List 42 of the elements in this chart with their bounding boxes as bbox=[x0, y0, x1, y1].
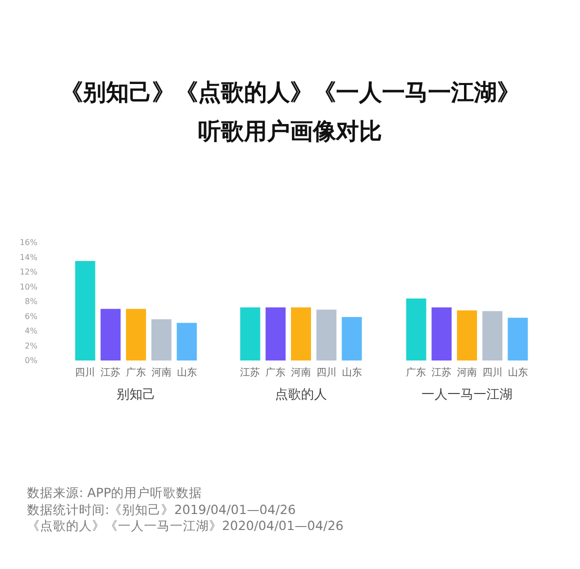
x-tick-label: 四川 bbox=[316, 366, 336, 378]
bar bbox=[100, 308, 121, 360]
x-tick-label: 山东 bbox=[342, 366, 362, 378]
y-tick-label: 2% bbox=[24, 341, 38, 350]
x-axis-title: 一人一马一江湖 bbox=[422, 388, 512, 402]
x-tick-label: 河南 bbox=[457, 366, 477, 378]
bar bbox=[432, 307, 452, 360]
bar bbox=[456, 310, 478, 360]
bar bbox=[508, 318, 528, 360]
y-tick-label: 10% bbox=[20, 282, 38, 292]
bar bbox=[406, 298, 426, 360]
x-tick-label: 广东 bbox=[406, 366, 426, 378]
x-tick-label: 河南 bbox=[151, 366, 172, 378]
x-tick-label: 四川 bbox=[75, 366, 96, 378]
y-tick-label: 4% bbox=[24, 326, 38, 336]
bar bbox=[126, 308, 146, 360]
x-tick-label: 山东 bbox=[176, 366, 197, 378]
x-axis-title: 别知己 bbox=[116, 388, 156, 402]
text: 《点歌的人》《一人一马一江湖》2020/04/01—04/26 bbox=[27, 518, 344, 533]
source-note: 数据来源: APP的用户听歌数据 bbox=[27, 485, 202, 500]
x-tick-label: 河南 bbox=[291, 366, 311, 378]
x-tick-label: 江苏 bbox=[100, 366, 121, 378]
x-tick-label: 四川 bbox=[482, 366, 502, 378]
x-tick-label: 江苏 bbox=[432, 366, 452, 378]
y-tick-label: 12% bbox=[20, 268, 38, 276]
y-tick-label: 0% bbox=[24, 356, 38, 365]
x-tick-label: 广东 bbox=[126, 366, 146, 378]
x-axis-title: 点歌的人 bbox=[275, 388, 327, 402]
bar bbox=[151, 319, 172, 360]
bar bbox=[75, 260, 96, 360]
y-tick-label: 8% bbox=[24, 297, 38, 306]
x-tick-label: 广东 bbox=[266, 366, 286, 378]
y-tick-label: 14% bbox=[20, 252, 38, 262]
bar bbox=[176, 322, 197, 360]
x-tick-label: 山东 bbox=[508, 366, 528, 378]
chart-subtitle: 听歌用户画像对比 bbox=[198, 119, 382, 145]
x-tick-label: 江苏 bbox=[240, 366, 260, 378]
bar bbox=[482, 311, 502, 360]
y-tick-label: 16% bbox=[20, 238, 38, 247]
text: 数据统计时间:《别知己》2019/04/01—04/26 bbox=[27, 502, 296, 516]
y-tick-label: 6% bbox=[24, 312, 38, 321]
chart-title: 《别知己》《点歌的人》《一人一马一江湖》 bbox=[60, 80, 520, 106]
